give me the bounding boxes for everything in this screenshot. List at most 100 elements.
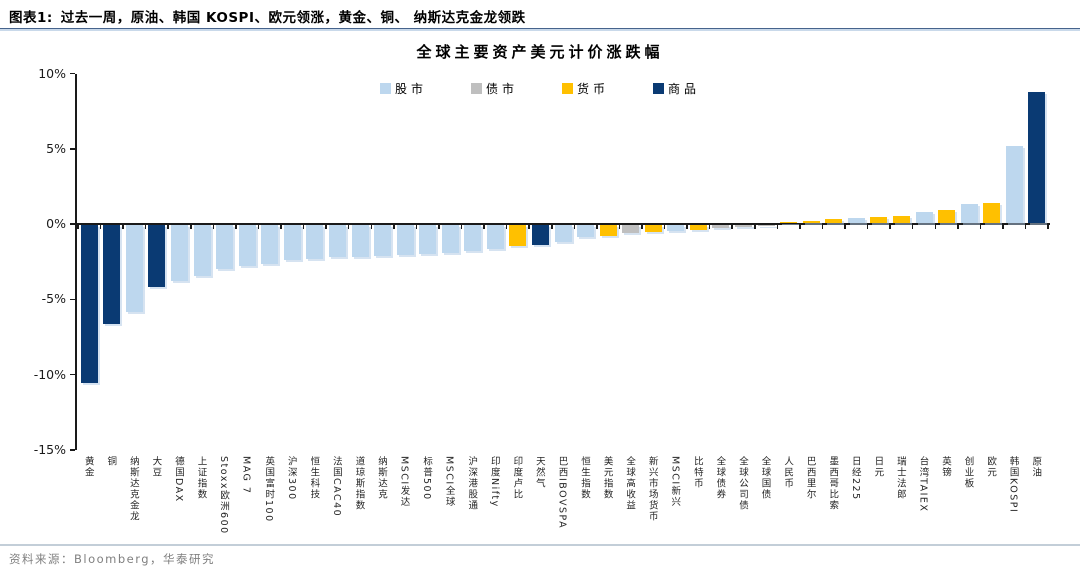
y-axis-label: 5%	[46, 140, 66, 156]
x-axis-tick	[460, 225, 463, 229]
x-axis-label: 巴西IBOVSPA	[556, 456, 568, 530]
x-axis-tick	[280, 225, 282, 229]
x-axis-label: 英镑	[939, 456, 951, 478]
x-axis-tick	[415, 225, 418, 229]
x-axis-label: 印度Nifty	[488, 456, 500, 508]
x-axis-label: MSCI新兴	[669, 456, 681, 508]
x-axis-tick	[799, 225, 801, 229]
x-axis-tick	[505, 225, 508, 229]
bar-恒生科技	[306, 225, 324, 259]
figure-label: 图表1:	[9, 10, 53, 26]
x-axis-tick	[731, 225, 733, 229]
x-axis-label: 法国CAC40	[330, 456, 342, 518]
x-axis-label: 美元指数	[601, 456, 613, 500]
x-axis-tick	[212, 225, 215, 229]
x-axis-tick	[528, 225, 530, 229]
bar-沪深300	[283, 225, 301, 260]
legend-label: 股市	[394, 82, 427, 96]
x-axis-label: 新兴市场货币	[646, 456, 658, 522]
legend-swatch-stock	[379, 83, 391, 94]
x-axis-tick	[641, 225, 643, 229]
bar-标普500	[419, 225, 437, 255]
bar-比特币	[689, 225, 707, 230]
x-axis-tick	[167, 225, 169, 229]
bar-原油	[1028, 92, 1046, 223]
y-axis-tick	[70, 72, 75, 75]
legend-item-commodity: 商品	[653, 80, 700, 97]
bar-全球高收益	[622, 225, 640, 234]
x-axis-tick	[934, 225, 937, 229]
bar-纳斯达克	[374, 225, 392, 256]
x-axis-label: 德国DAX	[172, 456, 184, 503]
x-axis-label: 恒生科技	[308, 456, 320, 500]
x-axis-label: 沪深港股通	[466, 456, 478, 511]
x-axis-label: 日经225	[849, 456, 861, 501]
bar-日元	[870, 216, 888, 223]
y-axis-tick	[70, 298, 75, 300]
x-axis-tick	[618, 225, 621, 229]
legend-item-bond: 债市	[470, 80, 518, 97]
x-axis-label: MSCI发达	[398, 456, 410, 508]
bar-全球债券	[712, 225, 730, 228]
x-axis-tick	[889, 225, 891, 229]
x-axis-tick	[190, 225, 192, 229]
y-axis-label: -5%	[41, 291, 66, 307]
x-axis-tick	[957, 225, 959, 229]
legend-swatch-currency	[562, 83, 573, 94]
figure-header: 图表1: 过去一周，原油、韩国 KOSPI、欧元领涨，黄金、铜、 纳斯达克金龙领跌	[9, 6, 1069, 26]
x-axis-label: 印度卢比	[511, 456, 523, 500]
x-axis-label: 铜	[105, 456, 117, 467]
bar-日经225	[847, 218, 865, 223]
x-axis-tick	[686, 225, 688, 229]
x-axis-label: 全球高收益	[624, 456, 636, 511]
x-axis-label: 比特币	[691, 456, 703, 489]
bar-沪深港股通	[464, 225, 482, 251]
x-axis-label: 全球公司债	[736, 456, 748, 511]
x-axis-label: 全球国债	[759, 456, 771, 500]
bar-大豆	[148, 225, 166, 287]
x-axis-tick	[776, 225, 779, 229]
header-divider	[0, 28, 1080, 31]
x-axis-label: MAG 7	[240, 456, 252, 495]
bar-英国富时100	[261, 225, 279, 265]
bar-Stoxx欧洲600	[216, 225, 234, 269]
x-axis-label: 大豆	[150, 456, 162, 478]
legend-label: 商品	[668, 82, 701, 96]
x-axis-tick	[483, 225, 485, 229]
legend: 股市 债市 货币 商品	[0, 80, 1080, 97]
x-axis-tick	[393, 225, 395, 229]
x-axis-label: 日元	[872, 456, 884, 478]
x-axis-tick	[866, 225, 869, 229]
x-axis-label: Stoxx欧洲600	[218, 456, 230, 535]
y-axis-line	[75, 73, 77, 450]
bar-天然气	[531, 225, 549, 246]
x-axis-tick	[347, 225, 350, 229]
x-axis-label: 韩国KOSPI	[1007, 456, 1019, 514]
x-axis-tick	[911, 225, 914, 229]
bar-法国CAC40	[328, 225, 346, 258]
bar-全球公司债	[735, 225, 753, 228]
x-axis-tick	[844, 225, 846, 229]
bar-瑞士法郎	[892, 216, 910, 223]
x-axis-tick	[122, 225, 124, 229]
x-axis-label: 上证指数	[195, 456, 207, 500]
x-axis-label: 英国富时100	[263, 456, 275, 523]
footer-divider	[0, 544, 1080, 546]
x-axis-tick	[257, 225, 260, 229]
x-axis-line	[75, 223, 1051, 225]
bar-纳斯达克金龙	[125, 225, 143, 313]
bar-巴西IBOVSPA	[554, 225, 572, 242]
x-axis-tick	[235, 225, 237, 229]
x-axis-label: 纳斯达克金龙	[127, 456, 139, 522]
x-axis-tick	[708, 225, 711, 229]
x-axis-label: 恒生指数	[579, 456, 591, 500]
bar-黄金	[80, 225, 98, 384]
bar-MSCI全球	[441, 225, 459, 253]
y-axis-label: 0%	[46, 216, 66, 231]
x-axis-tick	[754, 225, 756, 229]
x-axis-label: 欧元	[985, 456, 997, 478]
x-axis-tick	[821, 225, 824, 229]
figure-title: 过去一周，原油、韩国 KOSPI、欧元领涨，黄金、铜、 纳斯达克金龙领跌	[60, 10, 526, 26]
bar-德国DAX	[171, 225, 189, 281]
